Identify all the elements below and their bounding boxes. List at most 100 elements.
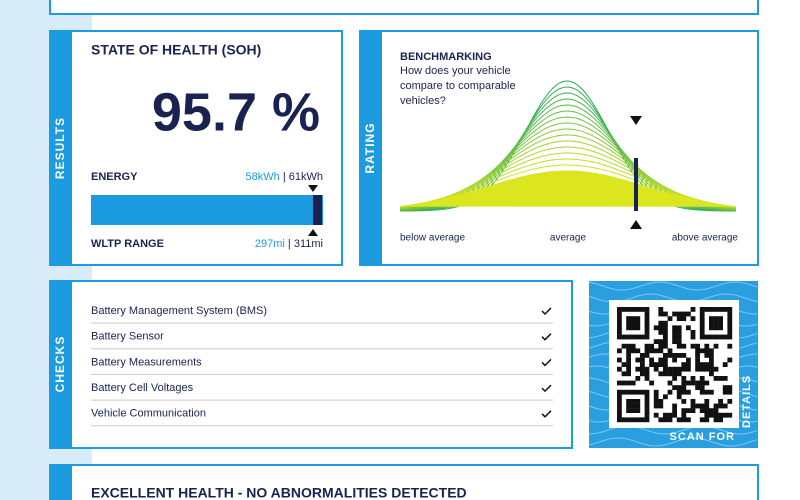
qr-module (644, 417, 650, 423)
qr-module (681, 376, 687, 381)
qr-module (617, 330, 622, 335)
qr-module (663, 417, 668, 423)
qr-module (653, 366, 659, 372)
qr-module (626, 403, 631, 409)
qr-label: DETAILS (741, 375, 753, 428)
qr-module (727, 334, 733, 340)
marker (630, 220, 642, 229)
qr-module (699, 380, 705, 386)
qr-module (695, 366, 700, 372)
range-label: WLTP RANGE (91, 238, 164, 250)
qr-module (676, 385, 682, 390)
qr-module (663, 362, 668, 367)
side-strip (50, 31, 72, 265)
qr-module (676, 394, 682, 400)
qr-module (681, 385, 687, 390)
soh-value: 95.7 % (152, 82, 320, 142)
qr-module (644, 348, 650, 354)
qr-module (617, 316, 622, 321)
qr-module (617, 334, 622, 340)
qr-module (658, 343, 664, 349)
qr-module (699, 408, 705, 413)
qr-module (727, 399, 733, 404)
qr-module (695, 385, 700, 390)
qr-module (649, 343, 654, 349)
qr-module (635, 307, 641, 312)
qr-module (663, 412, 668, 418)
qr-module (653, 348, 659, 354)
qr-module (667, 316, 673, 321)
qr-module (722, 403, 728, 409)
axis-label: average (550, 233, 587, 244)
qr-module (635, 320, 641, 326)
qr-module (667, 353, 673, 358)
qr-module (681, 343, 687, 349)
qr-module (658, 399, 664, 404)
question-line: compare to comparable (400, 80, 516, 92)
qr-module (681, 311, 687, 317)
qr-module (621, 334, 627, 340)
qr-module (649, 362, 654, 367)
qr-module (722, 389, 728, 395)
qr-module (713, 417, 719, 423)
qr-module (626, 408, 631, 413)
qr-module (663, 357, 668, 363)
panel-title: STATE OF HEALTH (SOH) (91, 42, 261, 58)
qr-module (699, 389, 705, 395)
qr-module (626, 380, 631, 386)
qr-module (704, 417, 710, 423)
qr-module (709, 334, 714, 340)
qr-module (635, 366, 641, 372)
qr-module (699, 376, 705, 381)
qr-module (676, 417, 682, 423)
check-item: Battery Measurements (91, 356, 202, 368)
qr-module (626, 307, 631, 312)
qr-module (686, 325, 691, 331)
qr-module (626, 417, 631, 423)
qr-module (663, 353, 668, 358)
qr-module (713, 316, 719, 321)
qr-module (644, 334, 650, 340)
qr-module (626, 343, 631, 349)
qr-module (709, 408, 714, 413)
qr-module (718, 403, 723, 409)
qr-module (644, 389, 650, 395)
qr-module (635, 334, 641, 340)
energy-total: 61kWh (289, 171, 323, 183)
qr-module (681, 353, 687, 358)
qr-module (658, 357, 664, 363)
qr-module (699, 325, 705, 331)
range-value: 297mi (255, 238, 285, 250)
qr-module (630, 348, 636, 354)
qr-module (658, 325, 664, 331)
qr-module (621, 343, 627, 349)
qr-module (672, 311, 677, 317)
qr-module (635, 325, 641, 331)
qr-module (630, 389, 636, 395)
side-label: RESULTS (53, 117, 67, 179)
qr-module (699, 362, 705, 367)
qr-module (621, 417, 627, 423)
marker (308, 229, 318, 236)
qr-module (686, 380, 691, 386)
qr-module (727, 343, 733, 349)
qr-module (722, 307, 728, 312)
side-strip (50, 465, 72, 500)
qr-module (699, 403, 705, 409)
energy-values: 58kWh | 61kWh (246, 171, 323, 183)
qr-module (727, 357, 733, 363)
qr-module (713, 343, 719, 349)
qr-module (704, 403, 710, 409)
qr-module (653, 403, 659, 409)
qr-module (704, 366, 710, 372)
qr-module (626, 353, 631, 358)
qr-module (718, 399, 723, 404)
qr-module (704, 307, 710, 312)
qr-module (617, 417, 622, 423)
qr-module (709, 366, 714, 372)
check-list: Battery Management System (BMS) Battery S… (91, 305, 553, 427)
qr-module (672, 408, 677, 413)
qr-module (718, 412, 723, 418)
vehicle-marker (634, 158, 638, 211)
qr-module (663, 330, 668, 335)
